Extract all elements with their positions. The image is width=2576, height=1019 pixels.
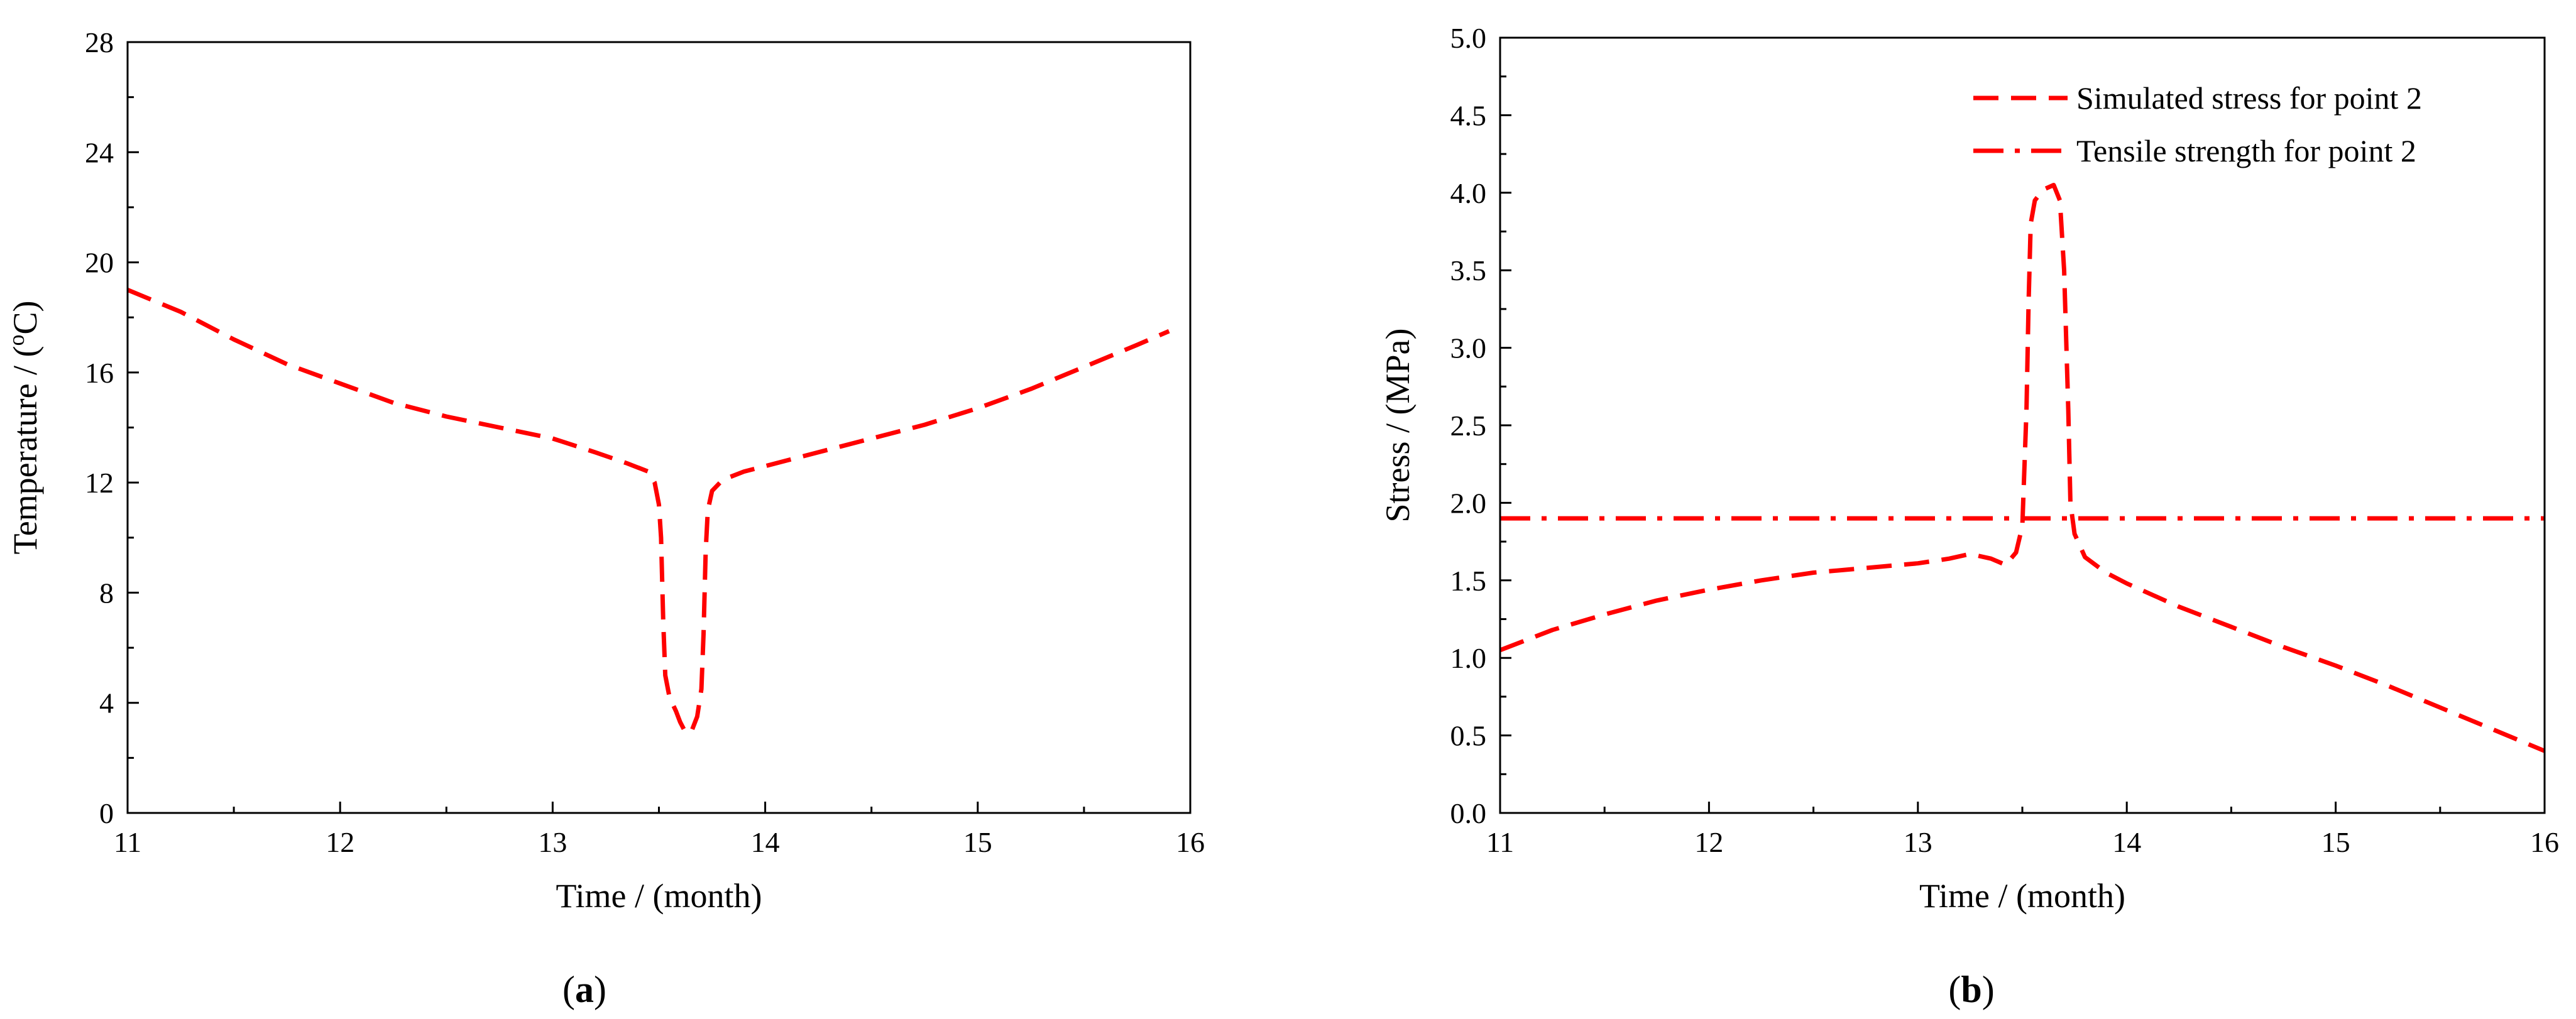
y-tick-label: 2.0 (1450, 487, 1487, 519)
panel-b-y-axis-label: Stress / (MPa) (1379, 329, 1417, 523)
panel-b-x-axis-label: Time / (month) (1919, 877, 2125, 915)
x-tick-label: 14 (2112, 826, 2141, 858)
x-tick-label: 16 (2530, 826, 2559, 858)
y-tick-label: 5.0 (1450, 22, 1487, 54)
x-tick-label: 16 (1176, 826, 1205, 858)
y-tick-label: 3.5 (1450, 254, 1487, 286)
y-tick-label: 0.0 (1450, 797, 1487, 829)
y-tick-label: 12 (85, 467, 114, 499)
panel-a-plot-frame (126, 41, 1192, 814)
x-tick-label: 12 (1694, 826, 1723, 858)
legend-label-2: Tensile strength for point 2 (2076, 133, 2416, 168)
x-tick-label: 11 (1486, 826, 1514, 858)
series-line-1 (1499, 183, 2546, 753)
x-tick-label: 13 (1904, 826, 1932, 858)
panel-a-y-axis-label-main: Temperature / ( (6, 346, 44, 554)
panel-b-label: (b) (1948, 969, 1994, 1010)
legend-label-1: Simulated stress for point 2 (2076, 80, 2422, 116)
panel-b-y-ticks: 0.0 0.5 1.0 1.5 2.0 2.5 3.0 3.5 4.0 4.5 5.0 (1450, 22, 1511, 829)
y-tick-label: 0 (99, 797, 114, 829)
y-tick-label: 2.5 (1450, 410, 1487, 442)
x-tick-label: 11 (114, 826, 141, 858)
y-tick-label: 20 (85, 247, 114, 279)
x-tick-label: 13 (538, 826, 567, 858)
y-tick-label: 8 (99, 577, 114, 609)
y-tick-label: 0.5 (1450, 720, 1487, 752)
x-tick-label: 14 (751, 826, 780, 858)
panel-b: 11 12 13 14 15 16 0.0 0.5 1.0 1.5 2.0 2.5 3.0 3.5 4.0… (1379, 22, 2559, 1010)
panel-a-curves (126, 288, 1170, 736)
panel-a-y-axis-label: Temperature / (oC) (4, 300, 44, 554)
panel-b-legend: Simulated stress for point 2 Tensile stre… (1973, 80, 2422, 168)
x-tick-label: 15 (2321, 826, 2350, 858)
y-tick-label: 4 (99, 687, 114, 719)
panel-b-x-ticks: 11 12 13 14 15 16 (1486, 802, 2559, 858)
y-tick-label: 16 (85, 357, 114, 389)
y-tick-label: 4.0 (1450, 177, 1487, 209)
panel-a-label: (a) (562, 969, 606, 1010)
y-tick-label: 1.0 (1450, 642, 1487, 674)
y-tick-label: 3.0 (1450, 332, 1487, 364)
y-tick-label: 1.5 (1450, 565, 1487, 597)
panel-a-y-ticks: 0 4 8 12 16 20 24 28 (85, 26, 139, 829)
panel-a: 11 12 13 14 15 16 0 4 8 12 16 20 24 28 Time / (month… (4, 26, 1205, 1010)
panel-a-label-letter: a (575, 969, 594, 1010)
y-tick-label: 28 (85, 26, 114, 58)
panel-b-label-letter: b (1961, 969, 1981, 1010)
panel-a-y-axis-label-superscript: o (4, 334, 29, 346)
y-tick-label: 4.5 (1450, 99, 1487, 131)
y-tick-label: 24 (85, 136, 114, 168)
panel-b-curves (1499, 183, 2546, 753)
x-tick-label: 12 (326, 826, 354, 858)
panel-a-x-axis-label: Time / (month) (556, 877, 762, 915)
panel-a-x-ticks: 11 12 13 14 15 16 (114, 802, 1205, 858)
series-line-1 (126, 288, 1170, 736)
panel-a-y-axis-label-unit: C) (6, 300, 44, 334)
x-tick-label: 15 (963, 826, 992, 858)
